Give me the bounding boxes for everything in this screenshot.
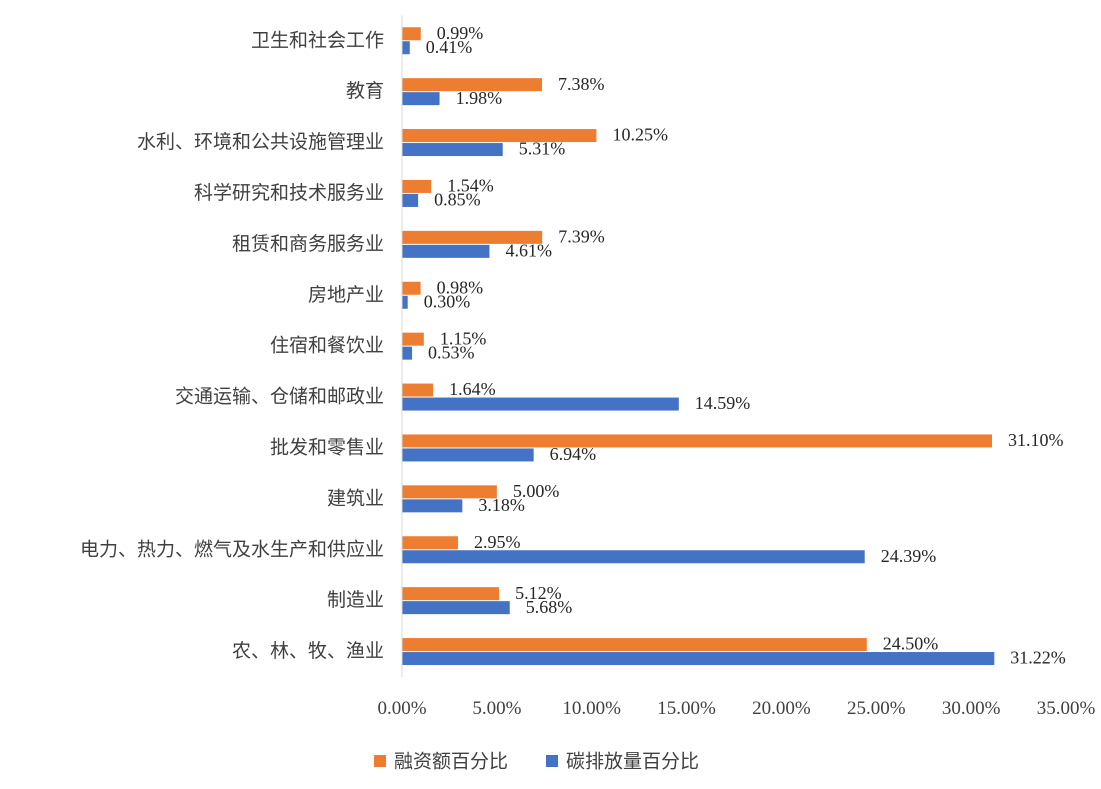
emission-data-label: 0.30% [424,291,471,311]
emission-bar [402,143,503,157]
x-axis-tick-labels: 0.00% 5.00% 10.00% 15.00% 20.00% 25.00% 30.00%… [377,698,1095,719]
emission-data-label: 4.61% [505,240,551,260]
financing-bar [402,383,434,397]
emission-data-label: 5.31% [519,139,566,159]
emission-bar [402,499,463,513]
category-label: 卫生和社会工作 [251,29,384,51]
emission-bar [402,601,510,615]
emission-data-label: 3.18% [478,495,524,515]
emission-bar [402,397,679,411]
category-label: 农、林、牧、渔业 [232,640,384,662]
emission-bar [402,448,534,462]
x-tick-label: 5.00% [472,698,521,719]
financing-bar [402,78,543,92]
financing-data-label: 2.95% [474,532,520,552]
category-label: 教育 [346,80,384,102]
financing-bar [402,27,421,41]
x-tick-label: 20.00% [752,698,811,719]
financing-bar [402,332,424,346]
legend-swatch-financing [374,755,386,767]
financing-bar [402,230,543,244]
legend-swatch-emission [546,755,558,767]
x-tick-label: 25.00% [847,698,906,719]
financing-data-label: 5.00% [513,481,560,501]
financing-bar [402,179,432,193]
emission-bar [402,193,419,207]
financing-bar [402,536,458,550]
legend-label-financing: 融资额百分比 [394,751,508,773]
category-label: 房地产业 [308,284,384,306]
emission-data-label: 0.41% [426,37,473,57]
emission-data-label: 0.85% [434,190,481,210]
financing-bar [402,485,497,499]
emission-bar [402,244,490,258]
emission-data-label: 0.53% [428,342,475,362]
financing-data-label: 1.64% [449,379,496,399]
bars-group [402,27,995,666]
emission-data-label: 24.39% [881,546,937,566]
legend: 融资额百分比 碳排放量百分比 [374,751,699,773]
category-label: 科学研究和技术服务业 [194,182,384,204]
category-label: 交通运输、仓储和邮政业 [175,386,384,408]
category-label: 住宿和餐饮业 [270,335,384,357]
category-label: 制造业 [327,589,384,611]
financing-data-label: 5.12% [515,583,562,603]
x-tick-label: 15.00% [657,698,716,719]
emission-bar [402,652,995,666]
financing-bar [402,281,421,295]
emission-data-label: 1.98% [456,88,503,108]
financing-data-label: 10.25% [612,125,668,145]
financing-data-label: 0.99% [437,23,484,43]
x-tick-label: 10.00% [562,698,621,719]
x-tick-label: 35.00% [1037,698,1096,719]
x-tick-label: 0.00% [377,698,426,719]
x-tick-label: 30.00% [942,698,1001,719]
financing-data-label: 1.15% [440,328,487,348]
financing-bar [402,129,597,143]
emission-bar [402,346,413,360]
financing-data-label: 24.50% [883,634,939,654]
emission-data-label: 6.94% [550,444,597,464]
emission-data-label: 5.68% [526,597,573,617]
category-label: 建筑业 [327,487,384,509]
financing-data-label: 1.54% [447,176,494,196]
emission-bar [402,41,410,55]
category-labels: 农、林、牧、渔业 制造业 电力、热力、燃气及水生产和供应业 建筑业 批发和零售业 交通运输… [80,29,384,662]
financing-bar [402,434,993,448]
emission-data-label: 14.59% [695,393,751,413]
emission-bar [402,92,440,106]
financing-data-label: 7.39% [558,226,605,246]
category-label: 批发和零售业 [270,436,384,458]
emission-data-label: 31.22% [1010,648,1066,668]
category-label: 水利、环境和公共设施管理业 [137,131,384,153]
legend-label-emission: 碳排放量百分比 [566,751,699,773]
emission-bar [402,295,408,309]
emission-bar [402,550,865,564]
category-label: 电力、热力、燃气及水生产和供应业 [80,538,384,560]
data-labels: 24.50% 31.22% 5.12%5.68% 2.95% 24.39% 5.00%3.… [424,23,1066,668]
financing-data-label: 7.38% [558,74,605,94]
financing-data-label: 0.98% [437,277,484,297]
financing-bar [402,587,500,601]
financing-data-label: 31.10% [1008,430,1064,450]
category-label: 租赁和商务服务业 [232,233,384,255]
financing-bar [402,638,867,652]
